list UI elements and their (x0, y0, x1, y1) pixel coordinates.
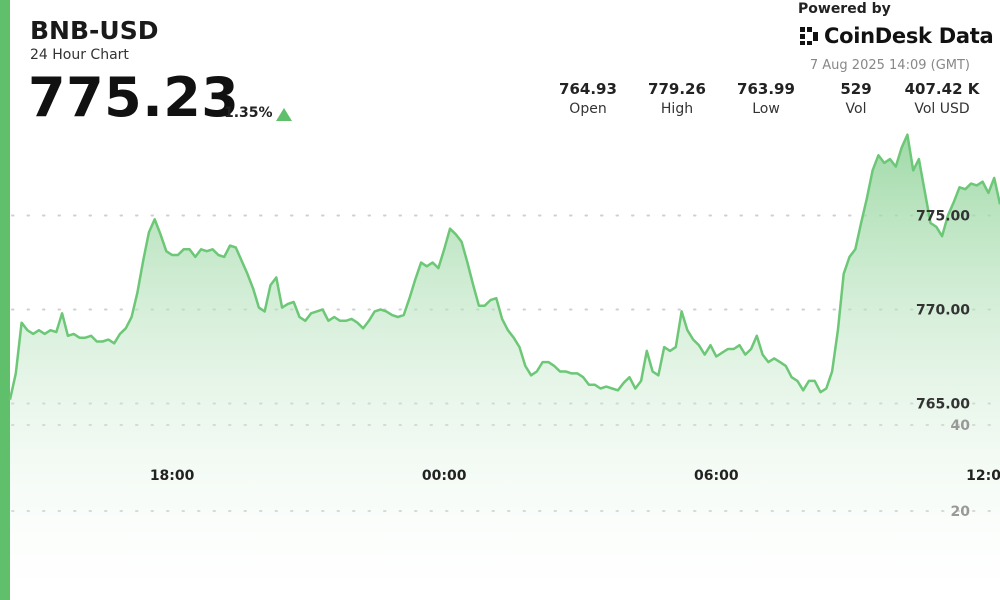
price-tick-label: 770.00 (916, 303, 970, 319)
stat-label: Low (752, 101, 780, 117)
volume-tick-label: 20 (951, 504, 971, 520)
stat-value: 764.93 (559, 80, 617, 98)
price-area-layer (8, 133, 1000, 600)
price-area (10, 134, 1000, 600)
stat-value: 763.99 (737, 80, 795, 98)
stat-value: 407.42 K (904, 80, 980, 98)
stat-value: 779.26 (648, 80, 706, 98)
stat-high: 779.26 High (627, 80, 727, 117)
stat-low: 763.99 Low (716, 80, 816, 117)
volume-tick-label: 40 (951, 418, 971, 434)
stat-open: 764.93 Open (538, 80, 638, 117)
chart-subtitle: 24 Hour Chart (30, 47, 129, 63)
timestamp: 7 Aug 2025 14:09 (GMT) (809, 58, 970, 73)
brand-logo[interactable]: CoinDesk Data (798, 24, 994, 48)
price-tick-label: 765.00 (916, 397, 970, 413)
price-tick-label: 775.00 (916, 209, 970, 225)
axis-labels: 765.00 770.00 775.00 20 40 18:00 00:00 06:00 12:… (150, 209, 1000, 521)
brand-name: CoinDesk Data (824, 24, 994, 48)
stat-vol: 529 Vol (806, 80, 906, 117)
time-tick-label: 00:00 (422, 468, 467, 484)
stat-vol-usd: 407.42 K Vol USD (892, 80, 992, 117)
stat-label: Open (569, 101, 607, 117)
coindesk-logo-icon (800, 27, 818, 45)
up-arrow-icon (276, 108, 292, 121)
price-line (8, 133, 1000, 400)
time-tick-label: 12:00 (966, 468, 1000, 484)
time-tick-label: 18:00 (150, 468, 195, 484)
stat-label: Vol USD (914, 101, 970, 117)
stat-label: High (660, 101, 694, 117)
stat-label: Vol (845, 101, 867, 117)
ticker-symbol: BNB-USD (30, 16, 159, 45)
time-tick-label: 06:00 (694, 468, 739, 484)
price-change-percent: 1.35% (224, 105, 273, 121)
left-accent-bar (0, 0, 10, 600)
stat-value: 529 (840, 80, 872, 98)
powered-by-label: Powered by (798, 1, 891, 17)
current-price: 775.23 (28, 66, 240, 129)
